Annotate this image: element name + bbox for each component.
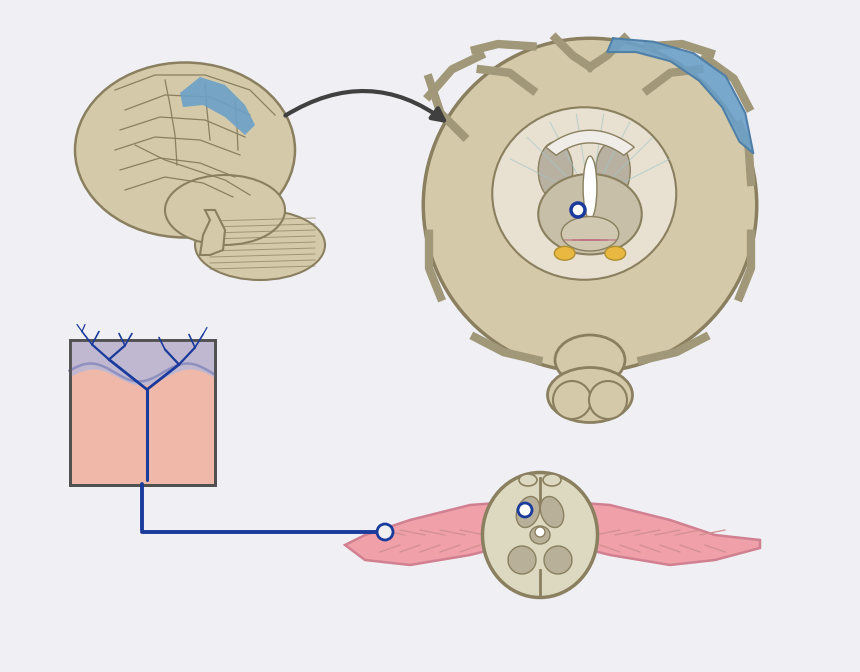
Circle shape [377,524,393,540]
Ellipse shape [530,526,550,544]
Circle shape [571,203,585,217]
Polygon shape [345,502,532,565]
Circle shape [535,527,545,537]
Ellipse shape [165,175,285,245]
Ellipse shape [543,474,561,486]
Ellipse shape [553,381,591,419]
Ellipse shape [538,174,642,255]
Ellipse shape [589,381,627,419]
Ellipse shape [548,368,632,423]
Polygon shape [546,130,635,155]
Polygon shape [200,210,225,255]
Ellipse shape [544,546,572,574]
FancyBboxPatch shape [70,339,214,485]
Ellipse shape [516,497,540,528]
Ellipse shape [596,142,630,200]
Ellipse shape [482,472,598,597]
Polygon shape [607,38,753,153]
Ellipse shape [492,108,676,280]
Ellipse shape [540,497,563,528]
Ellipse shape [508,546,536,574]
Ellipse shape [75,62,295,237]
Ellipse shape [583,156,597,219]
Ellipse shape [555,335,625,385]
Ellipse shape [562,216,618,251]
Polygon shape [70,339,214,386]
Ellipse shape [423,38,757,372]
Polygon shape [548,502,760,565]
Ellipse shape [538,142,573,200]
Ellipse shape [605,247,626,260]
Ellipse shape [195,210,325,280]
Polygon shape [180,77,255,135]
Ellipse shape [555,247,575,260]
Ellipse shape [519,474,537,486]
Circle shape [518,503,532,517]
